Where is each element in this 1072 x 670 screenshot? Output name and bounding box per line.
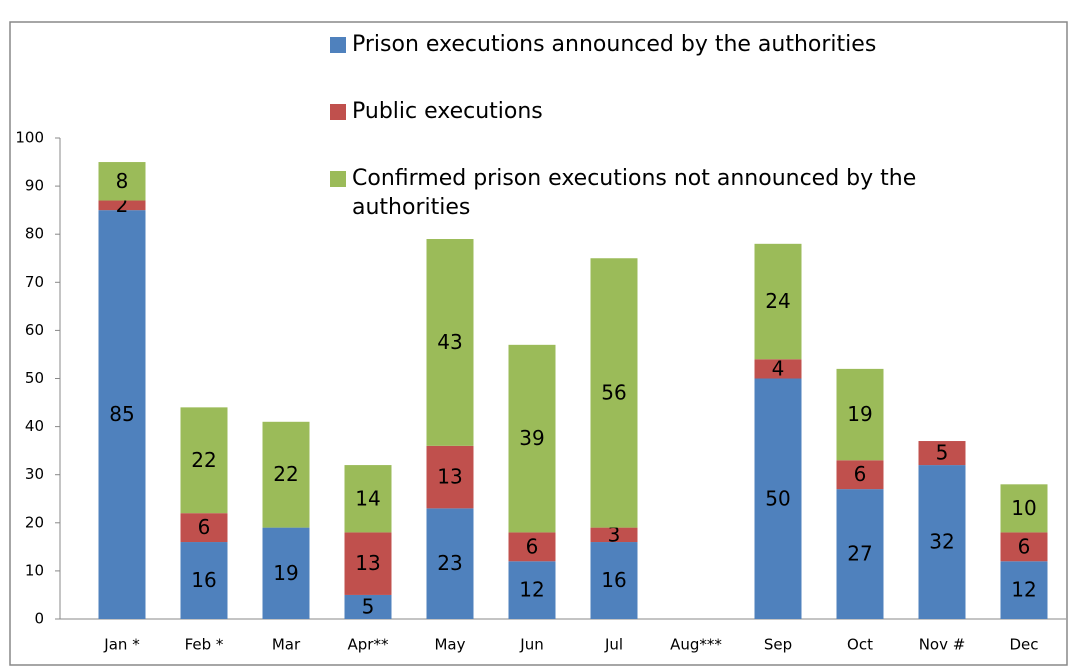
- legend-label: Prison executions announced by the autho…: [352, 32, 877, 57]
- value-label: 3: [608, 522, 621, 546]
- bar-segment: [180, 513, 228, 543]
- value-label: 6: [526, 534, 539, 558]
- value-label: 43: [437, 330, 462, 354]
- value-label: 56: [601, 380, 626, 404]
- bar-segment: [180, 407, 228, 514]
- bar-segment: [426, 239, 474, 446]
- bar-segment: [508, 561, 556, 619]
- legend-item: Prison executions announced by the autho…: [330, 30, 1030, 59]
- bar-segment: [754, 359, 802, 379]
- bar-segment: [754, 243, 802, 360]
- value-label: 85: [109, 402, 134, 426]
- legend-item: Confirmed prison executions not announce…: [330, 164, 1030, 222]
- value-label: 4: [772, 356, 785, 380]
- legend-swatch: [330, 37, 346, 53]
- x-tick-label: Mar: [272, 636, 301, 654]
- x-tick-label: Feb *: [185, 636, 224, 654]
- y-tick-label: 100: [15, 129, 44, 147]
- value-label: 50: [765, 486, 790, 510]
- value-label: 39: [519, 426, 544, 450]
- value-label: 14: [355, 486, 380, 510]
- value-label: 23: [437, 551, 462, 575]
- y-tick-label: 90: [25, 177, 44, 195]
- x-tick-label: Nov #: [919, 636, 966, 654]
- bar-segment: [344, 465, 392, 533]
- y-tick-label: 10: [25, 561, 44, 579]
- value-label: 12: [1011, 578, 1036, 602]
- legend-label: Public executions: [352, 99, 543, 124]
- y-tick-label: 60: [25, 321, 44, 339]
- x-tick-label: Dec: [1009, 636, 1038, 654]
- y-tick-label: 50: [25, 369, 44, 387]
- bar-segment: [836, 460, 884, 490]
- bar-segment: [590, 542, 638, 619]
- value-label: 5: [362, 594, 375, 618]
- bar-segment: [180, 542, 228, 619]
- value-label: 10: [1011, 496, 1036, 520]
- x-tick-label: Jan *: [103, 636, 140, 654]
- bar-segment: [426, 508, 474, 619]
- bar-segment: [262, 421, 310, 528]
- bar-segment: [1000, 561, 1048, 619]
- y-tick-label: 0: [34, 610, 44, 628]
- legend-swatch: [330, 171, 346, 187]
- value-label: 19: [847, 402, 872, 426]
- bar-segment: [590, 527, 638, 543]
- bar-segment: [836, 368, 884, 461]
- bar-segment: [918, 441, 966, 466]
- legend-item: Public executions: [330, 97, 1030, 126]
- value-label: 13: [437, 465, 462, 489]
- bar-segment: [590, 258, 638, 528]
- value-label: 24: [765, 289, 790, 313]
- bar-segment: [426, 445, 474, 509]
- x-tick-label: Oct: [847, 636, 873, 654]
- value-label: 13: [355, 551, 380, 575]
- y-tick-label: 30: [25, 465, 44, 483]
- x-tick-label: Apr**: [348, 636, 389, 654]
- value-label: 5: [936, 441, 949, 465]
- bar-segment: [344, 532, 392, 595]
- value-label: 22: [191, 448, 216, 472]
- value-label: 6: [198, 515, 211, 539]
- bar-segment: [754, 378, 802, 619]
- y-tick-label: 20: [25, 513, 44, 531]
- bar-segment: [98, 210, 146, 619]
- bar-segment: [918, 465, 966, 619]
- bar-segment: [98, 200, 146, 211]
- y-tick-label: 70: [25, 273, 44, 291]
- legend-label: Confirmed prison executions not announce…: [352, 166, 917, 220]
- bar-segment: [1000, 532, 1048, 562]
- x-tick-label: May: [434, 636, 465, 654]
- bar-segment: [1000, 484, 1048, 533]
- y-tick-label: 40: [25, 417, 44, 435]
- value-label: 32: [929, 530, 954, 554]
- x-tick-label: Aug***: [670, 636, 722, 654]
- bar-segment: [508, 532, 556, 562]
- value-label: 16: [601, 568, 626, 592]
- value-label: 16: [191, 568, 216, 592]
- x-tick-label: Sep: [764, 636, 792, 654]
- legend-swatch: [330, 104, 346, 120]
- y-tick-label: 80: [25, 225, 44, 243]
- bar-segment: [98, 162, 146, 201]
- bar-segment: [508, 344, 556, 533]
- x-tick-label: Jul: [604, 636, 623, 654]
- value-label: 22: [273, 462, 298, 486]
- value-label: 27: [847, 542, 872, 566]
- bar-segment: [262, 527, 310, 619]
- value-label: 6: [854, 462, 867, 486]
- legend: Prison executions announced by the autho…: [330, 30, 1030, 260]
- x-tick-label: Jun: [519, 636, 543, 654]
- value-label: 6: [1018, 534, 1031, 558]
- bar-segment: [836, 489, 884, 619]
- value-label: 12: [519, 578, 544, 602]
- value-label: 8: [116, 169, 129, 193]
- value-label: 19: [273, 561, 298, 585]
- chart-frame: [9, 21, 1068, 666]
- bar-segment: [344, 594, 392, 619]
